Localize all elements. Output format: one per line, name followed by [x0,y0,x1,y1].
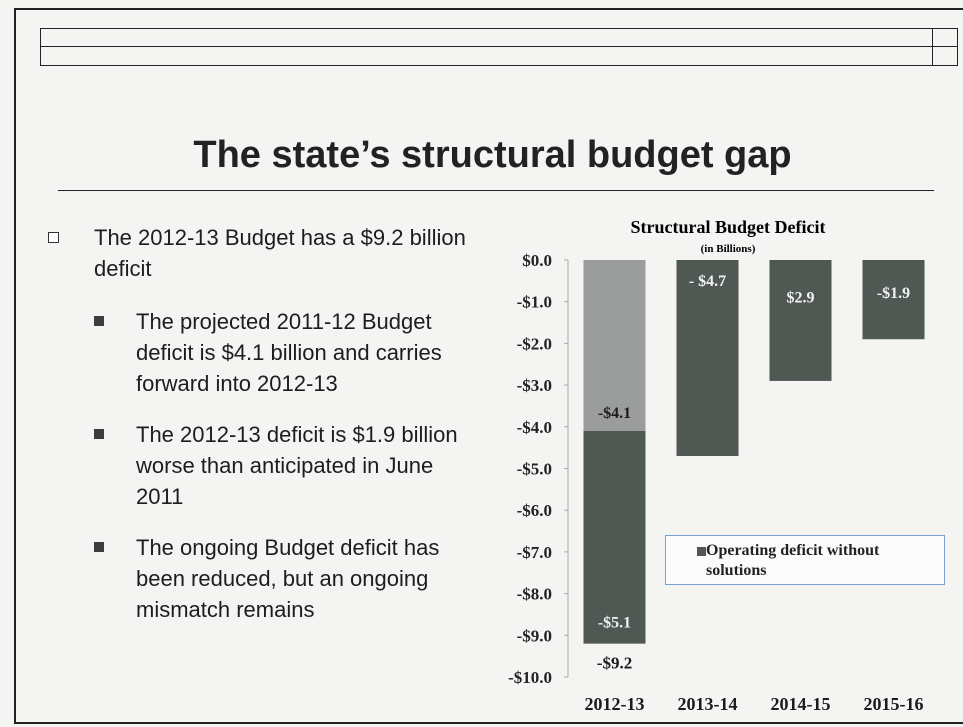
y-tick-label: -$6.0 [517,501,552,520]
data-label-carry-forward: -$4.1 [598,405,631,422]
x-axis: 2012-13 2013-14 2014-15 2015-16 [585,694,924,714]
sub-bullet-text: The ongoing Budget deficit has been redu… [136,535,440,622]
y-tick-label: -$10.0 [508,668,552,687]
page-frame [14,8,963,724]
square-bullet-icon [94,429,104,439]
hollow-square-bullet-icon [48,232,59,243]
y-tick-label: -$2.0 [517,334,552,353]
bar-operating [862,260,925,340]
square-bullet-icon [94,316,104,326]
y-tick-label: -$9.0 [517,626,552,645]
legend-label: Operating deficit without solutions [706,542,880,579]
square-bullet-icon [94,542,104,552]
sub-bullet: The 2012-13 deficit is $1.9 billion wors… [44,419,474,512]
header-table [40,28,958,66]
y-tick-label: -$5.0 [517,460,552,479]
data-label-total: -$9.2 [597,654,632,673]
bullet-list: The 2012-13 Budget has a $9.2 billion de… [44,222,474,625]
sub-bullet: The ongoing Budget deficit has been redu… [44,532,474,625]
bar-carry-forward [583,260,646,431]
x-tick-label: 2012-13 [585,694,645,714]
bar-operating [583,430,646,644]
y-axis: $0.0 -$1.0 -$2.0 -$3.0 -$4.0 -$5.0 -$6.0 -$7.0 -… [508,251,569,687]
data-label-operating: -$5.1 [598,615,631,632]
y-tick-label: -$3.0 [517,376,552,395]
bar-operating [676,260,739,456]
y-tick-label: -$4.0 [517,418,552,437]
budget-deficit-chart: Structural Budget Deficit (in Billions) … [508,217,925,714]
sub-bullet-text: The projected 2011-12 Budget deficit is … [136,309,442,396]
bar-operating [769,260,832,381]
main-bullet-text: The 2012-13 Budget has a $9.2 billion de… [94,225,466,281]
y-tick-label: -$8.0 [517,585,552,604]
bars: -$4.1 -$5.1 -$9.2 - $4.7 $2.9 -$1.9 [583,260,925,673]
y-tick-label: $0.0 [522,251,552,270]
main-bullet: The 2012-13 Budget has a $9.2 billion de… [44,222,474,284]
y-tick-label: -$7.0 [517,543,552,562]
slide-title: The state’s structural budget gap [193,134,792,176]
y-tick-label: -$1.0 [517,293,552,312]
legend-swatch [697,547,706,556]
x-tick-label: 2014-15 [771,694,831,714]
x-tick-label: 2013-14 [678,694,738,714]
title-divider [58,190,934,191]
data-label-operating: -$1.9 [877,285,910,302]
x-tick-label: 2015-16 [864,694,924,714]
chart-title: Structural Budget Deficit [631,217,826,237]
data-label-operating: $2.9 [787,289,815,306]
sub-bullet: The projected 2011-12 Budget deficit is … [44,306,474,399]
chart-legend: Operating deficit without solutions [665,535,945,585]
chart-subtitle: (in Billions) [701,243,756,255]
sub-bullet-text: The 2012-13 deficit is $1.9 billion wors… [136,422,458,509]
data-label-operating: - $4.7 [689,273,726,290]
